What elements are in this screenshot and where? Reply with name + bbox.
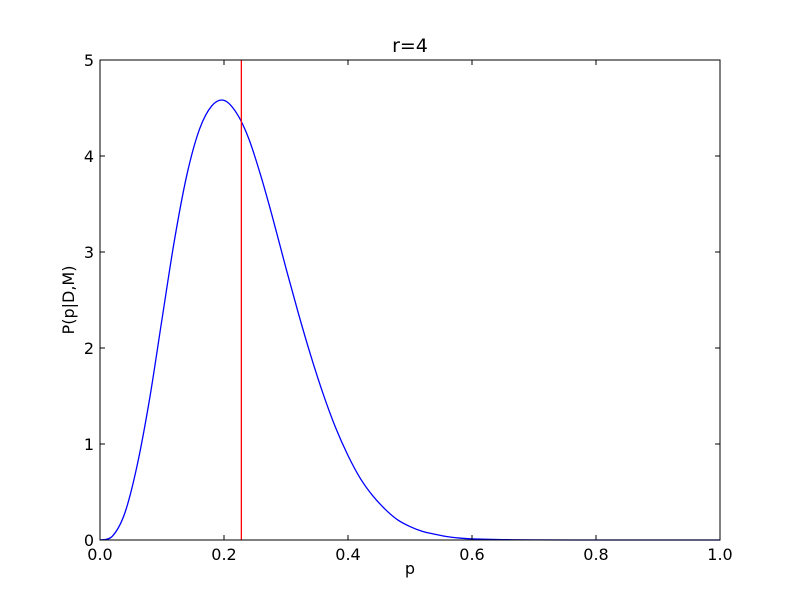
x-tick-label: 0.6 xyxy=(459,545,484,564)
plot-area: 0.0 0.2 0.4 0.6 0.8 1.0 0 1 2 3 4 5 xyxy=(84,51,733,564)
chart-title: r=4 xyxy=(392,35,428,57)
x-tick-label: 0.4 xyxy=(335,545,360,564)
y-tick-label: 3 xyxy=(84,243,94,262)
y-axis-label: P(p|D,M) xyxy=(59,266,78,335)
y-tick-label: 5 xyxy=(84,51,94,70)
x-tick-label: 0.2 xyxy=(211,545,236,564)
x-axis-label: p xyxy=(405,559,415,578)
y-tick-label: 0 xyxy=(84,531,94,550)
y-tick-label: 2 xyxy=(84,339,94,358)
y-tick-label: 4 xyxy=(84,147,94,166)
plot-frame xyxy=(99,59,721,541)
y-tick-label: 1 xyxy=(84,435,94,454)
x-tick-label: 0.0 xyxy=(87,545,112,564)
x-tick-label: 0.8 xyxy=(583,545,608,564)
series-line-0 xyxy=(99,99,720,541)
x-tick-label: 1.0 xyxy=(707,545,732,564)
